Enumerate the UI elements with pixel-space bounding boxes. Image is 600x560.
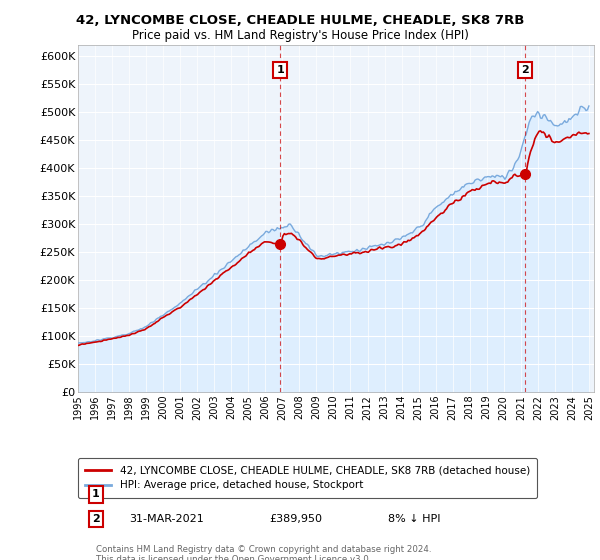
Text: 42, LYNCOMBE CLOSE, CHEADLE HULME, CHEADLE, SK8 7RB: 42, LYNCOMBE CLOSE, CHEADLE HULME, CHEAD… — [76, 14, 524, 27]
Text: 2: 2 — [92, 514, 100, 524]
Text: £265,000: £265,000 — [269, 489, 322, 500]
Text: £389,950: £389,950 — [269, 514, 322, 524]
Text: 1: 1 — [92, 489, 100, 500]
Text: 10-NOV-2006: 10-NOV-2006 — [130, 489, 203, 500]
Text: Contains HM Land Registry data © Crown copyright and database right 2024.
This d: Contains HM Land Registry data © Crown c… — [96, 545, 431, 560]
Text: 31-MAR-2021: 31-MAR-2021 — [130, 514, 205, 524]
Text: 8% ↓ HPI: 8% ↓ HPI — [388, 514, 440, 524]
Text: Price paid vs. HM Land Registry's House Price Index (HPI): Price paid vs. HM Land Registry's House … — [131, 29, 469, 42]
Text: 4% ↓ HPI: 4% ↓ HPI — [388, 489, 440, 500]
Text: 2: 2 — [521, 65, 529, 75]
Text: 1: 1 — [276, 65, 284, 75]
Legend: 42, LYNCOMBE CLOSE, CHEADLE HULME, CHEADLE, SK8 7RB (detached house), HPI: Avera: 42, LYNCOMBE CLOSE, CHEADLE HULME, CHEAD… — [78, 458, 537, 498]
